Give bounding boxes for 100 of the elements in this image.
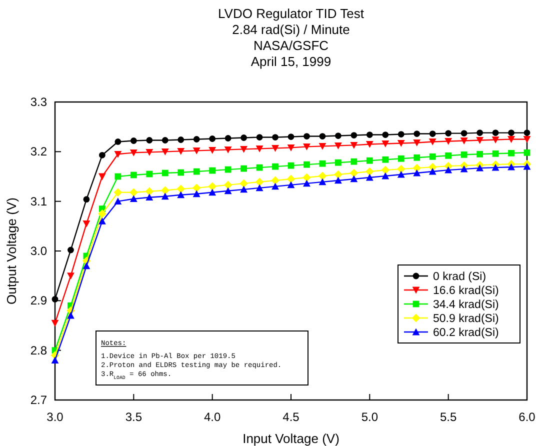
point [145,187,154,196]
x-tick-label: 3.5 [125,410,142,424]
point [162,137,168,144]
legend-label: 34.4 krad(Si) [433,299,500,311]
point [224,187,232,194]
point [381,166,390,174]
point [208,188,216,196]
point [240,186,248,193]
point [460,138,468,144]
y-tick-label: 2.7 [30,393,48,407]
point [130,172,137,178]
point [67,312,74,319]
chart-subtitle: 2.84 rad(Si) / Minute NASA/GSFC April 15, 1999 [232,22,350,69]
point [177,191,185,198]
point [429,153,436,160]
point [366,174,374,181]
point [287,144,295,152]
point [51,320,59,327]
point [319,133,326,140]
point [492,164,500,171]
point [272,144,279,152]
point [476,137,484,144]
point [161,148,169,156]
point [272,182,279,190]
point [492,136,500,144]
point [334,176,342,184]
point [114,188,122,197]
point [256,145,264,152]
point [240,134,247,141]
y-tick-label: 2.8 [30,343,48,358]
point [304,133,310,140]
y-axis-title: Output Voltage (V) [4,198,19,304]
point [83,196,90,203]
point [130,149,138,156]
point [176,184,186,194]
point [428,168,436,175]
point [350,132,358,138]
point [130,195,138,202]
y-tick-label: 3.3 [30,95,48,109]
point [98,210,106,218]
point [162,170,168,176]
point [160,186,170,195]
x-tick-label: 5.5 [440,410,457,424]
y-tick-label: 2.9 [30,294,48,308]
point [460,165,468,172]
x-tick-label: 3.0 [46,410,64,424]
x-axis-title: Input Voltage (V) [242,431,340,446]
point [397,140,405,147]
point [193,168,200,175]
point [350,158,358,165]
point [382,140,390,148]
point [366,141,374,148]
point [82,262,90,270]
point [445,152,452,159]
point [318,143,326,150]
point [114,150,122,158]
point [256,134,263,140]
point [319,160,326,167]
point [130,138,137,144]
y-tick-label: 3.2 [30,144,48,159]
point [192,147,200,154]
point [366,132,373,138]
legend-label: 50.9 krad(Si) [433,313,500,325]
point [256,184,264,192]
point [397,170,405,178]
point [272,134,278,140]
y-tick-label: 3.0 [30,244,48,258]
point [398,131,404,138]
point [178,136,184,143]
point [350,175,358,182]
point [82,220,90,228]
point [146,148,154,156]
point [129,188,138,197]
point [524,130,530,136]
point [366,157,373,164]
x-tick-label: 4.0 [204,410,221,424]
point [476,130,483,136]
point [192,184,201,192]
point [428,138,436,146]
point [240,179,248,188]
point [98,173,106,180]
point [365,167,374,176]
point [192,190,200,198]
point [508,150,514,156]
point [414,154,420,161]
point [178,169,184,176]
point [508,136,515,143]
point [193,136,200,142]
chart-title: LVDO Regulator TID Test [218,6,364,21]
point [413,140,421,146]
x-tick-label: 4.5 [282,410,300,424]
point [209,136,216,142]
point [382,172,390,180]
point [524,149,530,156]
point [272,163,278,170]
point [318,172,327,180]
x-tick-label: 5.0 [361,410,378,424]
point [396,164,406,174]
point [51,356,59,364]
point [114,173,122,180]
